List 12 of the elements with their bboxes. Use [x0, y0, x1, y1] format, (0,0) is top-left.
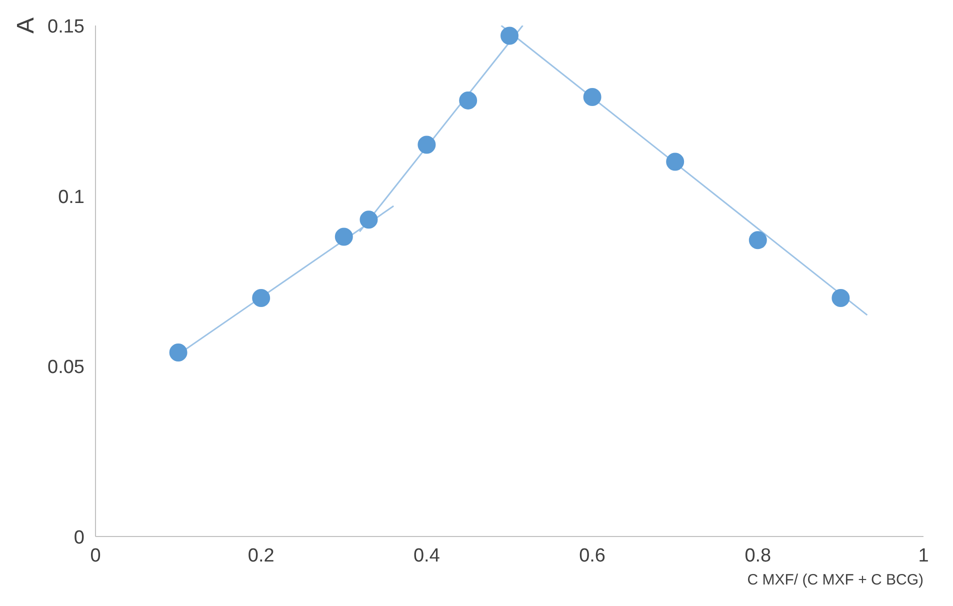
- x-tick-label: 0.8: [744, 546, 772, 566]
- y-tick-label: 0.1: [58, 186, 85, 208]
- x-axis-title: C MXF/ (C MXF + C BCG): [747, 572, 924, 588]
- x-tick-label: 0.4: [413, 546, 440, 566]
- y-axis-title: A: [12, 17, 40, 34]
- x-tick-label: 1: [918, 546, 929, 566]
- x-tick-label: 0.2: [248, 546, 274, 566]
- y-tick-label: 0: [74, 528, 85, 548]
- y-tick-label: 0.15: [48, 16, 85, 38]
- y-tick-label: 0.05: [48, 357, 85, 378]
- x-tick-label: 0.6: [579, 546, 606, 566]
- x-tick-label: 0: [90, 546, 101, 566]
